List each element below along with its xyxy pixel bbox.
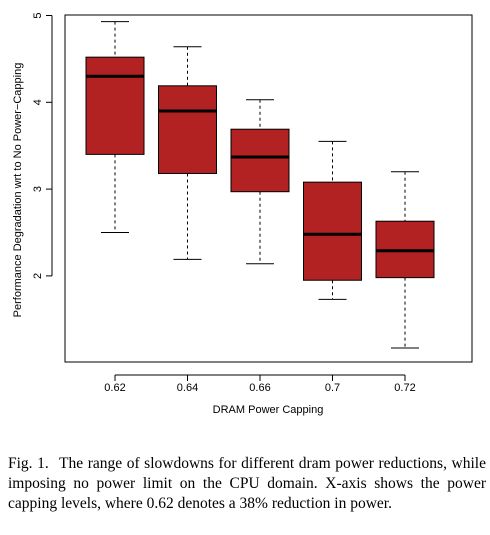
box-iqr xyxy=(230,128,290,193)
y-tick-label: 3 xyxy=(32,186,44,192)
plot-frame xyxy=(64,14,473,363)
y-tick-label: 5 xyxy=(32,12,44,18)
box-0.62 xyxy=(85,21,145,233)
x-axis: 0.62 0.64 0.66 0.7 0.72 xyxy=(104,374,416,394)
x-tick-label: 0.64 xyxy=(177,382,198,394)
box-0.64 xyxy=(158,46,217,260)
y-tick-label: 4 xyxy=(32,99,44,105)
boxes xyxy=(85,21,435,349)
x-tick-label: 0.7 xyxy=(325,382,340,394)
box-iqr xyxy=(85,56,145,155)
x-tick-label: 0.62 xyxy=(104,382,125,394)
y-tick-label: 2 xyxy=(32,273,44,279)
figure-caption: Fig. 1. The range of slowdowns for diffe… xyxy=(8,454,486,514)
y-axis: 2 3 4 5 xyxy=(32,12,53,279)
box-0.7 xyxy=(303,140,362,300)
boxplot-chart: 2 3 4 5 0.62 0.64 0.66 0.7 0.72 DRAM Power Capp… xyxy=(12,12,473,416)
box-0.72 xyxy=(375,171,435,349)
caption-text: The range of slowdowns for different dra… xyxy=(8,455,486,512)
x-tick-label: 0.66 xyxy=(249,382,270,394)
x-axis-label: DRAM Power Capping xyxy=(213,404,324,416)
x-tick-label: 0.72 xyxy=(394,382,415,394)
box-0.66 xyxy=(230,99,290,265)
box-iqr xyxy=(303,181,362,281)
caption-label: Fig. 1. xyxy=(8,455,49,472)
box-iqr xyxy=(158,85,217,174)
y-axis-label: Performance Degradation wrt to No Power−… xyxy=(12,63,24,318)
